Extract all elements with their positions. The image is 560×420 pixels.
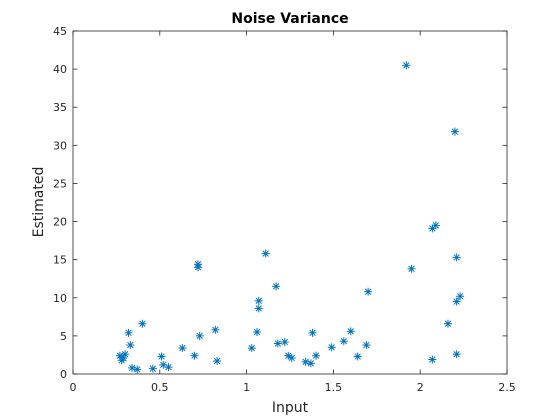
data-point (402, 61, 411, 70)
data-point (456, 292, 465, 301)
data-point (272, 282, 281, 291)
data-point (280, 337, 289, 346)
data-point (443, 319, 452, 328)
data-point (452, 297, 461, 306)
y-tick-label: 25 (53, 177, 67, 190)
data-point (211, 325, 220, 334)
data-point (253, 328, 262, 337)
data-point (124, 328, 133, 337)
data-point (431, 221, 440, 230)
data-point (273, 339, 282, 348)
data-point (133, 365, 142, 374)
data-point (213, 357, 222, 366)
data-point (157, 352, 166, 361)
x-tick-label: 2 (417, 381, 424, 394)
data-point (247, 344, 256, 353)
plot-area (72, 30, 508, 375)
x-tick-label: 0.5 (151, 381, 169, 394)
x-tick-label: 1 (243, 381, 250, 394)
data-point (308, 328, 317, 337)
data-point (261, 249, 270, 258)
data-point (121, 350, 130, 359)
data-point (287, 353, 296, 362)
data-point (452, 253, 461, 262)
data-point (301, 357, 310, 366)
chart-title: Noise Variance (231, 11, 348, 27)
y-tick-label: 20 (53, 216, 67, 229)
data-point (306, 359, 315, 368)
data-point (148, 364, 157, 373)
axis-ticks (72, 30, 508, 375)
data-point (164, 363, 173, 372)
data-point (254, 304, 263, 313)
y-tick-label: 45 (53, 25, 67, 38)
y-tick-label: 10 (53, 292, 67, 305)
y-axis-label: Estimated (31, 167, 47, 238)
data-point (450, 127, 459, 136)
data-point (362, 341, 371, 350)
data-point (193, 263, 202, 272)
x-tick-label: 0 (70, 381, 77, 394)
x-tick-labels: 0 0.5 1 1.5 2 2.5 (70, 381, 516, 394)
data-point (126, 341, 135, 350)
data-point (407, 264, 416, 273)
y-tick-label: 15 (53, 254, 67, 267)
x-axis-label: Input (272, 400, 309, 416)
data-point (254, 296, 263, 305)
data-point (138, 319, 147, 328)
y-tick-label: 0 (60, 368, 67, 381)
data-point (452, 350, 461, 359)
data-point (364, 287, 373, 296)
y-tick-label: 5 (60, 330, 67, 343)
y-tick-label: 40 (53, 63, 67, 76)
data-point (327, 343, 336, 352)
data-markers (115, 61, 465, 374)
data-point (190, 351, 199, 360)
y-tick-labels: 0 5 10 15 20 25 30 35 40 45 (53, 25, 67, 381)
data-point (346, 327, 355, 336)
data-point (428, 224, 437, 233)
data-point (428, 355, 437, 364)
data-point (128, 363, 137, 372)
x-tick-label: 1.5 (325, 381, 343, 394)
data-point (339, 337, 348, 346)
y-tick-label: 35 (53, 101, 67, 114)
y-tick-label: 30 (53, 139, 67, 152)
x-tick-label: 2.5 (498, 381, 516, 394)
data-point (178, 344, 187, 353)
data-point (312, 351, 321, 360)
data-point (353, 352, 362, 361)
data-point (195, 331, 204, 340)
